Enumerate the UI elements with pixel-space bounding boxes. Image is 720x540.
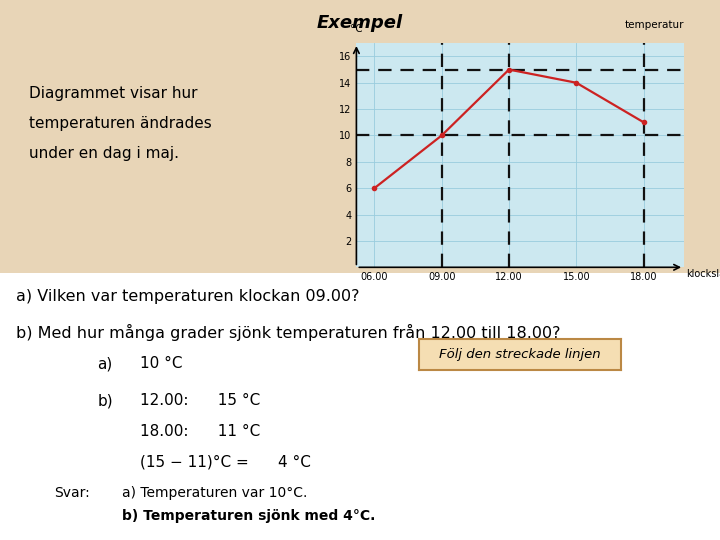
Text: b): b): [97, 393, 113, 408]
Text: Följ den streckade linjen: Följ den streckade linjen: [439, 348, 600, 361]
Text: Diagrammet visar hur: Diagrammet visar hur: [29, 86, 197, 102]
Text: 18.00:      11 °C: 18.00: 11 °C: [140, 424, 261, 439]
Text: temperatur: temperatur: [624, 20, 684, 30]
Text: a) Vilken var temperaturen klockan 09.00?: a) Vilken var temperaturen klockan 09.00…: [16, 289, 359, 304]
Text: 12.00:      15 °C: 12.00: 15 °C: [140, 393, 261, 408]
Text: Exempel: Exempel: [317, 14, 403, 31]
Text: a) Temperaturen var 10°C.: a) Temperaturen var 10°C.: [122, 486, 307, 500]
Text: 10 °C: 10 °C: [140, 356, 183, 372]
Text: (15 − 11)°C =      4 °C: (15 − 11)°C = 4 °C: [140, 455, 311, 470]
Text: b) Temperaturen sjönk med 4°C.: b) Temperaturen sjönk med 4°C.: [122, 509, 376, 523]
Text: a): a): [97, 356, 112, 372]
Text: °C: °C: [350, 24, 363, 34]
Text: Svar:: Svar:: [54, 486, 90, 500]
Text: klockslag: klockslag: [686, 269, 720, 279]
Text: b) Med hur många grader sjönk temperaturen från 12.00 till 18.00?: b) Med hur många grader sjönk temperatur…: [16, 324, 560, 341]
Text: temperaturen ändrades: temperaturen ändrades: [29, 116, 212, 131]
Text: under en dag i maj.: under en dag i maj.: [29, 146, 179, 161]
